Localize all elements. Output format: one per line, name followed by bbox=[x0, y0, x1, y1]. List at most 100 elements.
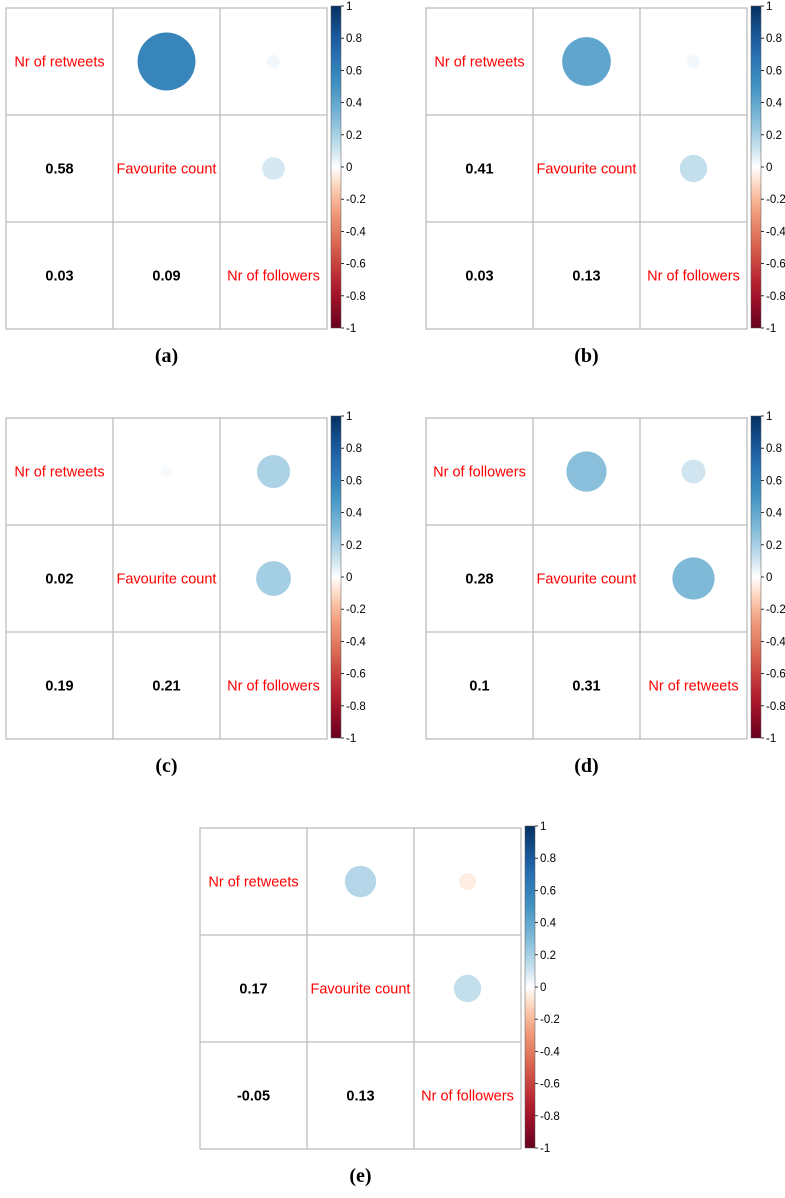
correlation-circle bbox=[161, 466, 172, 477]
colorbar-tick-label: 0.4 bbox=[766, 508, 783, 520]
variable-label: Nr of retweets bbox=[208, 875, 298, 891]
colorbar-tick-label: 1 bbox=[766, 411, 772, 423]
colorbar-tick-label: -0.4 bbox=[766, 636, 785, 648]
panel-caption: (b) bbox=[574, 345, 599, 367]
colorbar-tick-label: -0.8 bbox=[766, 291, 785, 303]
colorbar bbox=[330, 415, 342, 739]
variable-label: Nr of retweets bbox=[14, 465, 104, 481]
colorbar bbox=[330, 5, 342, 329]
correlation-plot: Nr of retweets Favourite count Nr of follo… bbox=[425, 1, 785, 335]
correlation-circle bbox=[256, 561, 291, 596]
correlation-plot: Nr of retweets Favourite count Nr of follo… bbox=[5, 1, 366, 335]
variable-label: Favourite count bbox=[537, 162, 637, 178]
colorbar-tick-label: -0.6 bbox=[346, 669, 366, 681]
panel-caption: (e) bbox=[349, 1165, 372, 1187]
colorbar-tick-label: 0.6 bbox=[766, 65, 782, 77]
colorbar-tick-label: 0.4 bbox=[766, 98, 783, 110]
coefficient-label: 0.03 bbox=[465, 269, 493, 285]
correlation-panel: Nr of followers Favourite count Nr of retw… bbox=[425, 411, 785, 746]
coefficient-label: 0.09 bbox=[152, 269, 180, 285]
correlation-circle bbox=[137, 32, 196, 91]
variable-label: Favourite count bbox=[117, 162, 217, 178]
coefficient-label: 0.1 bbox=[469, 679, 489, 695]
colorbar-tick-label: -1 bbox=[766, 323, 776, 335]
coefficient-label: 0.17 bbox=[239, 982, 267, 998]
panel-caption: (a) bbox=[154, 345, 179, 367]
colorbar-tick-label: -0.6 bbox=[766, 259, 785, 271]
colorbar-tick-label: -1 bbox=[346, 323, 356, 335]
panel-caption: (d) bbox=[574, 755, 599, 777]
colorbar-tick-label: 0.4 bbox=[540, 918, 557, 930]
colorbar-tick-label: -0.4 bbox=[346, 226, 366, 238]
colorbar bbox=[750, 5, 762, 329]
colorbar-tick-label: 0.8 bbox=[540, 853, 556, 865]
coefficient-label: 0.13 bbox=[572, 269, 600, 285]
colorbar-tick-label: 0 bbox=[766, 162, 772, 174]
colorbar-tick-label: 0.2 bbox=[346, 130, 362, 142]
variable-label: Nr of followers bbox=[647, 269, 740, 285]
coefficient-label: 0.31 bbox=[572, 679, 600, 695]
colorbar-tick-label: 1 bbox=[540, 821, 546, 833]
colorbar-tick-label: 0.6 bbox=[346, 65, 362, 77]
colorbar-tick-label: 0 bbox=[346, 572, 352, 584]
correlation-circle bbox=[562, 37, 611, 86]
colorbar-tick-label: 0.8 bbox=[346, 33, 362, 45]
colorbar-tick-label: 0 bbox=[540, 982, 546, 994]
correlation-circle bbox=[459, 873, 476, 890]
coefficient-label: 0.28 bbox=[465, 572, 493, 588]
panel-caption: (c) bbox=[155, 755, 178, 777]
colorbar-tick-label: -0.4 bbox=[346, 636, 366, 648]
correlation-circle bbox=[453, 974, 482, 1003]
colorbar-tick-label: -0.6 bbox=[540, 1079, 560, 1091]
coefficient-label: 0.13 bbox=[346, 1089, 374, 1105]
coefficient-label: 0.03 bbox=[45, 269, 73, 285]
coefficient-label: 0.02 bbox=[45, 572, 73, 588]
colorbar-tick-label: 1 bbox=[346, 1, 352, 13]
coefficient-label: 0.21 bbox=[152, 679, 180, 695]
correlation-plot: Nr of retweets Favourite count Nr of follo… bbox=[5, 411, 366, 745]
colorbar-tick-label: 0.6 bbox=[540, 885, 556, 897]
colorbar-tick-label: -1 bbox=[346, 733, 356, 745]
colorbar-tick-label: 0.4 bbox=[346, 98, 363, 110]
colorbar-tick-label: -0.8 bbox=[346, 291, 366, 303]
correlation-panel: Nr of retweets Favourite count Nr of follo… bbox=[199, 821, 560, 1156]
colorbar-tick-label: -0.2 bbox=[766, 604, 785, 616]
correlation-circle bbox=[679, 154, 708, 183]
colorbar-tick-label: 0.8 bbox=[766, 443, 782, 455]
correlation-circle bbox=[681, 459, 706, 484]
variable-label: Favourite count bbox=[117, 572, 217, 588]
colorbar-tick-label: -1 bbox=[540, 1143, 550, 1155]
colorbar-tick-label: 0.6 bbox=[766, 475, 782, 487]
coefficient-label: -0.05 bbox=[237, 1089, 270, 1105]
colorbar-tick-label: 0.4 bbox=[346, 508, 363, 520]
variable-label: Nr of followers bbox=[433, 465, 526, 481]
colorbar-tick-label: 0 bbox=[766, 572, 772, 584]
colorbar-tick-label: -0.4 bbox=[766, 226, 785, 238]
colorbar-tick-label: 0.2 bbox=[346, 540, 362, 552]
colorbar-tick-label: -0.2 bbox=[540, 1014, 560, 1026]
colorbar bbox=[524, 825, 536, 1149]
coefficient-label: 0.41 bbox=[465, 162, 493, 178]
correlation-panel: Nr of retweets Favourite count Nr of follo… bbox=[5, 411, 366, 746]
correlation-circle bbox=[266, 54, 281, 69]
colorbar-tick-label: -0.2 bbox=[346, 194, 366, 206]
variable-label: Nr of retweets bbox=[14, 55, 104, 71]
correlation-circle bbox=[686, 54, 701, 69]
variable-label: Nr of retweets bbox=[648, 679, 738, 695]
colorbar-tick-label: 1 bbox=[766, 1, 772, 13]
colorbar-tick-label: 0.8 bbox=[766, 33, 782, 45]
colorbar-tick-label: -0.8 bbox=[346, 701, 366, 713]
colorbar-tick-label: 0.2 bbox=[766, 540, 782, 552]
colorbar-tick-label: -0.2 bbox=[766, 194, 785, 206]
colorbar-tick-label: -0.6 bbox=[346, 259, 366, 271]
colorbar-tick-label: -0.8 bbox=[766, 701, 785, 713]
correlation-plot: Nr of retweets Favourite count Nr of follo… bbox=[199, 821, 560, 1155]
correlation-circle bbox=[344, 865, 377, 898]
colorbar bbox=[750, 415, 762, 739]
correlation-circle bbox=[566, 451, 607, 492]
correlation-panel: Nr of retweets Favourite count Nr of follo… bbox=[5, 1, 366, 336]
colorbar-tick-label: 0.2 bbox=[540, 950, 556, 962]
colorbar-tick-label: -0.8 bbox=[540, 1111, 560, 1123]
colorbar-tick-label: -0.6 bbox=[766, 669, 785, 681]
